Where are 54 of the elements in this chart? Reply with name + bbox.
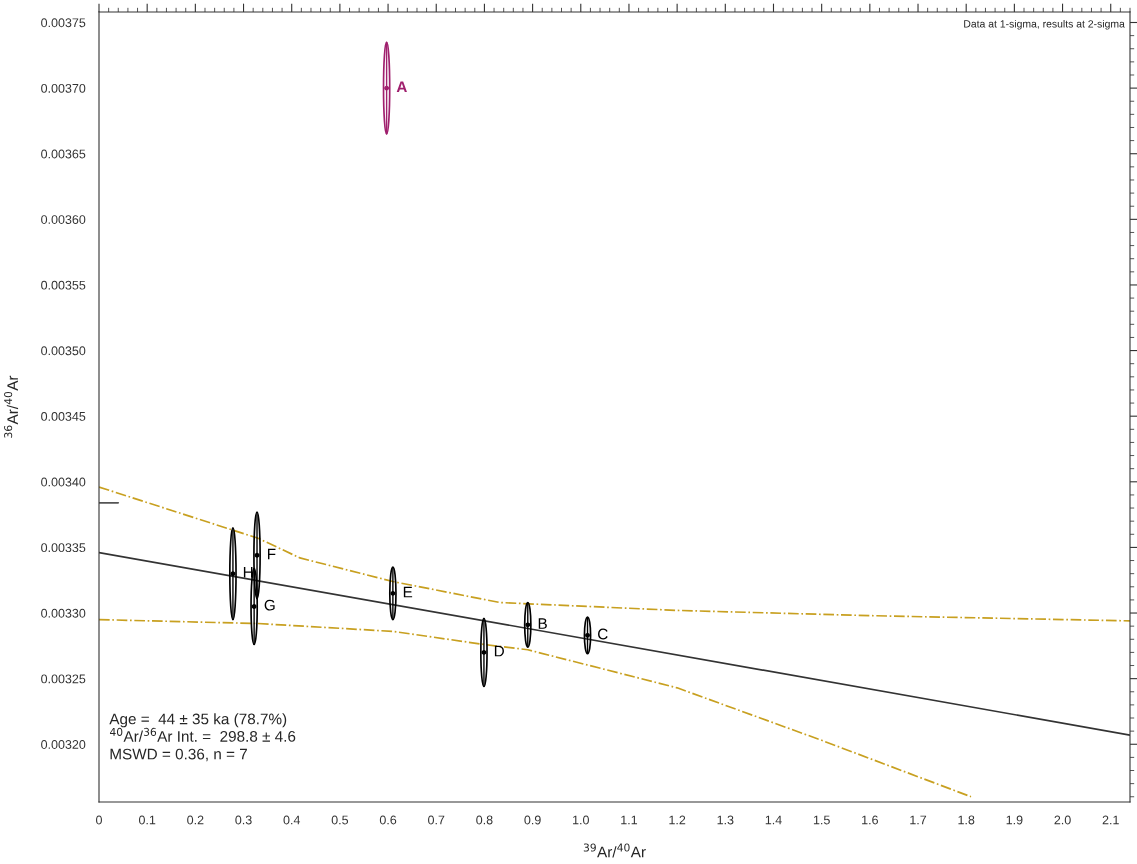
x-tick-label: 0.1: [138, 815, 156, 825]
annotation: F: [268, 548, 276, 560]
x-tick-label: 0.4: [283, 815, 301, 825]
x-tick-label: 1.9: [1006, 815, 1023, 825]
y-tick-label: 0.00340: [41, 477, 86, 487]
point: [251, 604, 257, 609]
point: [384, 85, 390, 91]
x-tick-label: 1.5: [813, 815, 830, 825]
x-axis-title: $^{39}$Ar/$^{40}$Ar: [583, 843, 646, 858]
y-tick-label: 0.00320: [41, 740, 86, 749]
x-tick-label: 1.7: [910, 815, 927, 825]
y-tick-label: 0.00365: [41, 149, 86, 159]
x-tick-label: 1.0: [573, 815, 589, 825]
x-tick-label: 1.3: [717, 815, 734, 825]
x-tick-label: 1.6: [862, 815, 878, 825]
y-tick-label: 0.00350: [41, 346, 86, 356]
annotation: B: [538, 618, 547, 629]
x-tick-label: 1.4: [765, 815, 782, 825]
y-axis-title: $^{36}$Ar/$^{40}$Ar: [4, 375, 19, 438]
point: [525, 622, 531, 628]
point: [390, 590, 396, 596]
y-tick-label: 0.00330: [41, 608, 86, 618]
y-tick-label: 0.00345: [41, 411, 86, 421]
x-tick-label: 0.3: [235, 815, 252, 825]
point: [585, 632, 590, 638]
line-series: [99, 618, 972, 798]
annotation: E: [403, 586, 413, 598]
x-tick-label: 0.2: [187, 815, 204, 825]
x-tick-label: 0.8: [476, 815, 493, 825]
x-tick-label: 0.5: [331, 815, 349, 825]
annotation: G: [264, 599, 275, 611]
y-tick-label: 0.00360: [41, 215, 86, 224]
x-tick-label: 0.9: [524, 815, 541, 825]
x-tick-label: 1.8: [958, 815, 975, 825]
annotation: C: [598, 628, 608, 640]
y-tick-label: 0.00370: [41, 83, 86, 93]
annotation: D: [494, 645, 504, 657]
x-tick-label: 0.6: [379, 815, 397, 825]
x-tick-label: 1.2: [669, 815, 686, 825]
y-tick-label: 0.00335: [41, 543, 86, 553]
x-tick-label: 0.7: [428, 815, 445, 825]
y-tick-label: 0.00325: [41, 674, 86, 684]
point: [481, 649, 487, 655]
x-tick-label: 1.1: [621, 815, 638, 825]
annotation: Data at 1-sigma, results at 2-sigma: [964, 19, 1125, 30]
point: [254, 552, 260, 558]
point: [230, 571, 236, 577]
y-tick-label: 0.00375: [41, 18, 86, 28]
x-tick-label: 2.1: [1102, 815, 1119, 825]
x-tick-label: 2.0: [1054, 815, 1071, 825]
y-tick-label: 0.00355: [41, 280, 86, 290]
x-tick-label: 0: [96, 815, 102, 825]
annotation: A: [396, 81, 407, 93]
annotation: Age = 44 ± 35 ka (78.7%) $^{40}$Ar/$^{36}$Ar Int. = 298.8 ± 4.6 MSWD = 0.36, n = 7: [109, 713, 296, 762]
